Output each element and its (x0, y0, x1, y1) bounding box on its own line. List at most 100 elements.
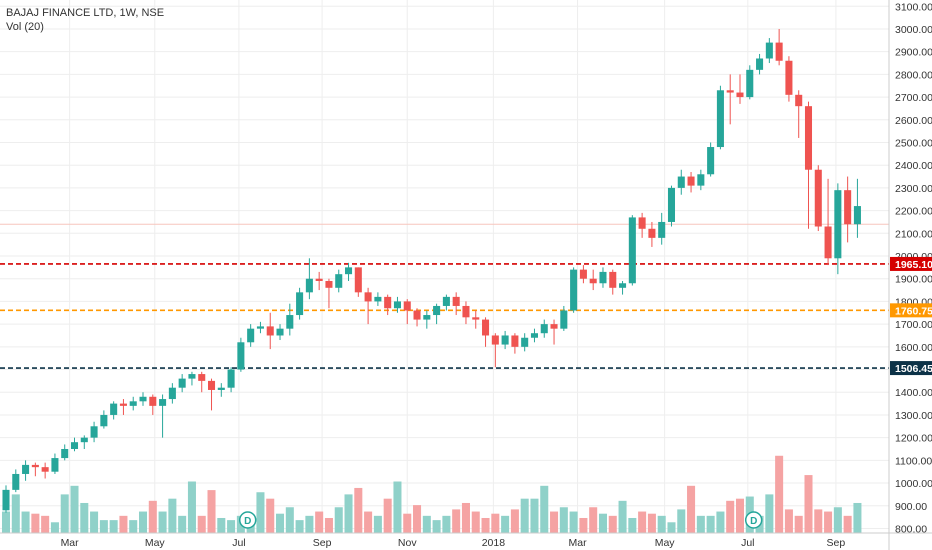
candle-body[interactable] (345, 267, 353, 275)
candle-body[interactable] (2, 489, 10, 511)
candle-body[interactable] (491, 335, 499, 345)
volume-indicator-title[interactable]: Vol (20) (6, 21, 44, 33)
candle-body[interactable] (217, 387, 225, 390)
candle-body[interactable] (129, 401, 137, 406)
candle-body[interactable] (70, 442, 79, 449)
candle-body[interactable] (726, 90, 734, 93)
candle-body[interactable] (697, 174, 705, 186)
candle-body[interactable] (511, 335, 519, 347)
candle-body[interactable] (364, 292, 372, 302)
candle-body[interactable] (844, 190, 852, 225)
candle-body[interactable] (51, 458, 59, 472)
candle-body[interactable] (12, 473, 20, 490)
candle-body[interactable] (393, 301, 401, 309)
candle-body[interactable] (374, 296, 382, 302)
candle-body[interactable] (423, 315, 431, 320)
candle-body[interactable] (237, 342, 245, 370)
candle-body[interactable] (736, 92, 744, 98)
candle-body[interactable] (149, 396, 157, 406)
candle-body[interactable] (814, 169, 822, 227)
candle-body[interactable] (599, 271, 607, 284)
candle-body[interactable] (139, 396, 147, 402)
symbol-title[interactable]: BAJAJ FINANCE LTD, 1W, NSE (6, 7, 165, 19)
candle-body[interactable] (834, 190, 842, 259)
candle-body[interactable] (628, 217, 636, 284)
dividend-marker[interactable] (238, 511, 257, 529)
candle-body[interactable] (335, 274, 343, 288)
candle-body[interactable] (354, 267, 362, 293)
candle-body[interactable] (325, 280, 333, 288)
candle-body[interactable] (178, 378, 186, 388)
candle-body[interactable] (305, 278, 313, 293)
candle-body[interactable] (462, 305, 470, 318)
candle-body[interactable] (442, 296, 450, 306)
candle-body[interactable] (756, 58, 764, 70)
candle-body[interactable] (433, 305, 441, 316)
candles[interactable] (2, 28, 861, 513)
candle-body[interactable] (482, 319, 490, 336)
candle-body[interactable] (619, 283, 627, 288)
candle-body[interactable] (188, 374, 196, 379)
candle-body[interactable] (315, 278, 323, 281)
candle-body[interactable] (80, 437, 88, 443)
volume-bar (178, 515, 187, 533)
candle-body[interactable] (775, 42, 783, 61)
volume-bar (138, 511, 148, 533)
candle-body[interactable] (579, 269, 587, 279)
candle-body[interactable] (785, 60, 793, 95)
candle-body[interactable] (648, 228, 656, 238)
candle-body[interactable] (687, 176, 695, 186)
candle-body[interactable] (276, 328, 284, 336)
candle-body[interactable] (266, 326, 274, 336)
candle-body[interactable] (560, 310, 568, 329)
candle-body[interactable] (90, 426, 98, 438)
candle-body[interactable] (119, 403, 127, 406)
candle-body[interactable] (795, 94, 803, 107)
candle-body[interactable] (521, 337, 529, 347)
candle-body[interactable] (677, 176, 685, 188)
candle-body[interactable] (452, 296, 460, 306)
candle-body[interactable] (110, 403, 118, 415)
candle-body[interactable] (501, 335, 509, 345)
candle-body[interactable] (550, 324, 558, 329)
candle-body[interactable] (247, 328, 255, 343)
candle-body[interactable] (413, 310, 421, 320)
dividend-marker[interactable] (744, 511, 763, 529)
candle-body[interactable] (256, 326, 264, 329)
time-axis[interactable]: Mar May Jul Sep Nov 2018 Mar May Jul Sep (61, 537, 846, 549)
candle-body[interactable] (824, 226, 832, 259)
candle-body[interactable] (667, 187, 676, 222)
volume-bar (628, 517, 637, 533)
candle-body[interactable] (609, 271, 617, 288)
candle-body[interactable] (207, 380, 216, 390)
candle-body[interactable] (286, 315, 294, 329)
candle-body[interactable] (384, 296, 392, 309)
horizontal-levels[interactable] (0, 223, 889, 369)
candle-body[interactable] (159, 399, 167, 406)
candle-body[interactable] (589, 278, 597, 284)
candle-body[interactable] (540, 324, 548, 334)
candle-body[interactable] (853, 206, 861, 225)
candle-body[interactable] (530, 333, 538, 338)
candle-body[interactable] (403, 301, 411, 311)
candle-body[interactable] (168, 387, 176, 400)
candle-body[interactable] (570, 269, 578, 311)
candle-body[interactable] (716, 90, 724, 148)
candle-body[interactable] (22, 464, 30, 474)
candle-body[interactable] (472, 317, 480, 320)
candle-body[interactable] (227, 369, 235, 388)
candle-body[interactable] (41, 467, 49, 472)
candle-body[interactable] (746, 69, 754, 98)
candle-body[interactable] (31, 464, 39, 468)
candle-body[interactable] (804, 106, 813, 170)
candle-body[interactable] (638, 217, 646, 229)
candle-body[interactable] (707, 147, 715, 175)
candle-body[interactable] (765, 42, 773, 59)
candle-body[interactable] (296, 292, 304, 316)
candle-body[interactable] (198, 374, 206, 381)
candle-body[interactable] (61, 448, 69, 459)
candle-body[interactable] (658, 221, 666, 238)
candle-body[interactable] (100, 414, 108, 427)
